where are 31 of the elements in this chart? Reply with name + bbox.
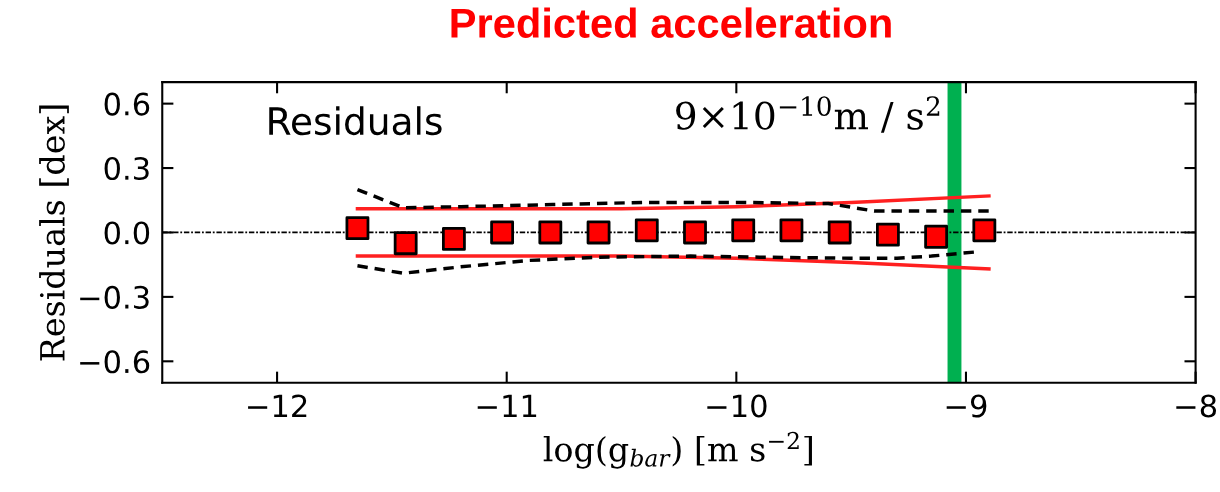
point — [827, 220, 852, 245]
point — [634, 218, 659, 243]
y-tick-label: 0.3 — [104, 156, 149, 181]
point — [393, 231, 418, 256]
line-series — [355, 187, 991, 213]
point — [731, 218, 756, 243]
point — [345, 216, 370, 241]
line-series — [355, 194, 991, 211]
point — [683, 220, 707, 245]
point — [779, 218, 804, 243]
point — [875, 222, 900, 247]
point — [586, 220, 611, 245]
x-axis-title: log(g$_{bar}$) [m s$^{−2}$] — [543, 431, 812, 469]
point — [538, 220, 563, 245]
x-tick-label: −10 — [707, 394, 767, 418]
point — [972, 218, 997, 243]
x-tick-label: −9 — [946, 394, 987, 418]
point — [441, 226, 466, 251]
y-tick-label: −0.6 — [80, 350, 150, 374]
x-tick-label: −8 — [1176, 394, 1217, 418]
annotation: Residuals — [269, 106, 442, 136]
x-tick-label: −11 — [477, 394, 537, 418]
chart-title: Predicted acceleration — [451, 7, 891, 38]
y-tick-label: 0.6 — [104, 92, 150, 116]
y-tick-label: 0.0 — [104, 221, 150, 245]
point — [924, 224, 949, 249]
y-tick-label: −0.3 — [80, 285, 149, 309]
ref-line-label: 9×10$^{−10}$m / s$^{2}$ — [676, 96, 940, 133]
point — [490, 220, 515, 245]
x-tick-label: −12 — [248, 394, 307, 418]
y-axis-title: Residuals [dex] — [39, 105, 69, 361]
